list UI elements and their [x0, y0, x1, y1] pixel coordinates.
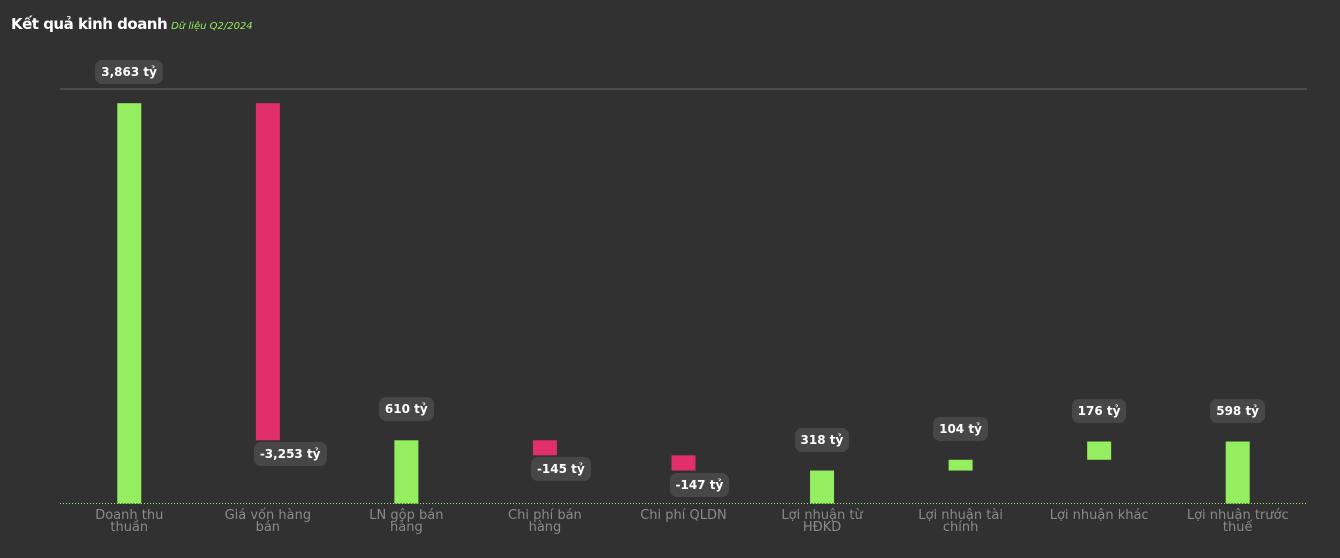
- bar: [1087, 441, 1112, 460]
- bar: [810, 470, 835, 504]
- bar: [255, 103, 280, 441]
- value-label: 3,863 tỷ: [95, 60, 163, 85]
- value-label: 610 tỷ: [378, 397, 434, 422]
- bar: [117, 103, 142, 504]
- x-tick-label: Lợi nhuận từ HĐKD: [781, 508, 863, 535]
- x-tick-label: LN gộp bán hàng: [369, 508, 444, 535]
- value-label: 318 tỷ: [794, 427, 850, 452]
- chart-title-row: Kết quả kinh doanh Dữ liệu Q2/2024: [11, 15, 253, 33]
- value-label: 176 tỷ: [1071, 398, 1127, 423]
- bar: [532, 440, 557, 456]
- value-label: -3,253 tỷ: [253, 442, 327, 467]
- bar: [948, 459, 973, 471]
- chart-subtitle: Dữ liệu Q2/2024: [171, 21, 253, 32]
- bar: [394, 440, 419, 504]
- x-tick-label: Giá vốn hàng bán: [224, 508, 312, 535]
- x-tick-label: Doanh thu thuần: [95, 508, 164, 535]
- x-tick-label: Chi phí QLDN: [640, 508, 727, 523]
- x-tick-label: Lợi nhuận khác: [1049, 508, 1149, 523]
- x-tick-label: Lợi nhuận tài chính: [918, 508, 1003, 535]
- bar: [671, 455, 696, 471]
- value-label: -145 tỷ: [530, 457, 591, 482]
- chart-title: Kết quả kinh doanh: [11, 15, 168, 33]
- x-tick-label: Chi phí bán hàng: [508, 508, 582, 535]
- value-label: -147 tỷ: [669, 472, 730, 497]
- value-label: 598 tỷ: [1210, 398, 1266, 423]
- value-label: 104 tỷ: [933, 416, 988, 441]
- x-tick-label: Lợi nhuận trước thuế: [1186, 508, 1289, 535]
- bar: [1225, 441, 1250, 504]
